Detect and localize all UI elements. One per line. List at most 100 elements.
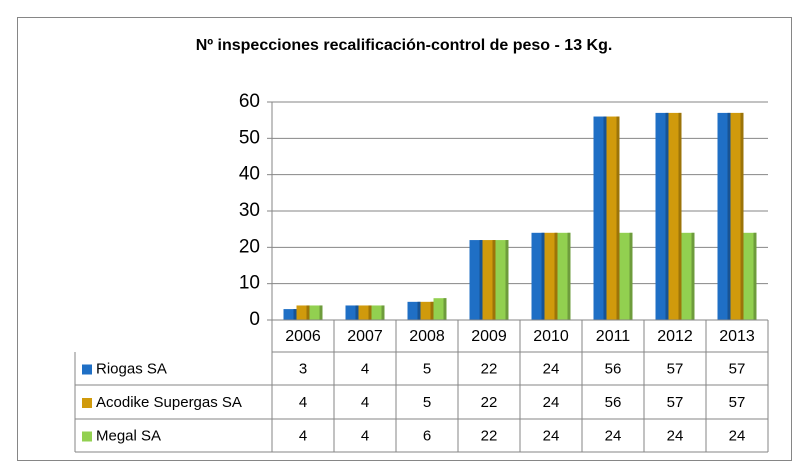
table-value: 57 <box>667 360 684 377</box>
y-tick-label: 60 <box>239 91 260 112</box>
bar-side <box>567 232 571 320</box>
x-tick-label: 2007 <box>347 328 383 345</box>
bar-side <box>306 305 310 320</box>
bar-face <box>469 240 483 320</box>
table-value: 4 <box>299 427 307 444</box>
bar-side <box>727 112 731 321</box>
bar <box>544 232 558 320</box>
bar <box>345 305 359 320</box>
table-value: 24 <box>543 360 560 377</box>
bar <box>681 232 695 320</box>
bar-face <box>433 298 447 320</box>
table-value: 4 <box>361 394 369 411</box>
bar-side <box>678 112 682 321</box>
bar-face <box>296 305 310 320</box>
x-tick-label: 2009 <box>471 328 507 345</box>
table-value: 4 <box>299 394 307 411</box>
table-value: 57 <box>729 394 746 411</box>
table-value: 24 <box>543 427 560 444</box>
bar <box>482 240 496 320</box>
table-value: 5 <box>423 394 431 411</box>
table-value: 56 <box>605 394 622 411</box>
bar-face <box>743 232 757 320</box>
bar <box>433 298 447 320</box>
table-value: 57 <box>667 394 684 411</box>
table-value: 24 <box>667 427 684 444</box>
y-tick-label: 40 <box>239 164 260 185</box>
y-tick-label: 10 <box>239 273 260 294</box>
bar-face <box>482 240 496 320</box>
bar-side <box>753 232 757 320</box>
x-tick-label: 2008 <box>409 328 445 345</box>
bar <box>743 232 757 320</box>
table-value: 22 <box>481 360 498 377</box>
bar <box>283 309 297 320</box>
bar <box>309 305 323 320</box>
bar-side <box>505 240 509 320</box>
table-value: 22 <box>481 427 498 444</box>
bar-side <box>541 232 545 320</box>
bar-side <box>443 298 447 320</box>
table-value: 24 <box>729 427 746 444</box>
y-tick-label: 20 <box>239 236 260 257</box>
bar-face <box>544 232 558 320</box>
table-value: 56 <box>605 360 622 377</box>
bar-face <box>420 301 434 320</box>
x-tick-label: 2013 <box>719 328 755 345</box>
bar-side <box>368 305 372 320</box>
x-tick-label: 2011 <box>596 328 631 345</box>
table-value: 4 <box>361 360 369 377</box>
bar <box>407 301 421 320</box>
bar <box>593 116 607 321</box>
table-value: 57 <box>729 360 746 377</box>
bar-face <box>557 232 571 320</box>
bar-side <box>629 232 633 320</box>
table-value: 24 <box>543 394 560 411</box>
bar-face <box>681 232 695 320</box>
legend-key <box>82 431 92 442</box>
bar <box>495 240 509 320</box>
table-value: 6 <box>423 427 431 444</box>
bar-side <box>616 116 620 321</box>
legend-key <box>82 398 92 408</box>
chart-title: Nº inspecciones recalificación-control d… <box>196 37 613 54</box>
bar <box>668 112 682 321</box>
table-value: 4 <box>361 427 369 444</box>
table-value: 5 <box>423 360 431 377</box>
bar <box>531 232 545 320</box>
bar-face <box>371 305 385 320</box>
table-value: 24 <box>605 427 622 444</box>
y-tick-label: 50 <box>239 127 260 148</box>
bar <box>606 116 620 321</box>
bar-face <box>407 301 421 320</box>
bar <box>730 112 744 321</box>
legend-key <box>82 364 92 375</box>
legend-label: Acodike Supergas SA <box>96 394 242 411</box>
bar <box>420 301 434 320</box>
x-tick-label: 2010 <box>533 328 569 345</box>
bar <box>358 305 372 320</box>
bar-face <box>619 232 633 320</box>
bar-side <box>355 305 359 320</box>
bar-side <box>691 232 695 320</box>
x-tick-label: 2012 <box>657 328 693 345</box>
bar <box>717 112 731 321</box>
legend-label: Riogas SA <box>96 360 167 377</box>
bar-face <box>730 112 744 321</box>
table-value: 22 <box>481 394 498 411</box>
bar-face <box>668 112 682 321</box>
bar-side <box>603 116 607 321</box>
bar <box>296 305 310 320</box>
bar-face <box>717 112 731 321</box>
legend-label: Megal SA <box>96 427 161 444</box>
bar-face <box>655 112 669 321</box>
bar <box>469 240 483 320</box>
bar-side <box>417 301 421 320</box>
bar <box>655 112 669 321</box>
bar-side <box>430 301 434 320</box>
bar-side <box>381 305 385 320</box>
bar-side <box>319 305 323 320</box>
bar-face <box>345 305 359 320</box>
bar <box>619 232 633 320</box>
